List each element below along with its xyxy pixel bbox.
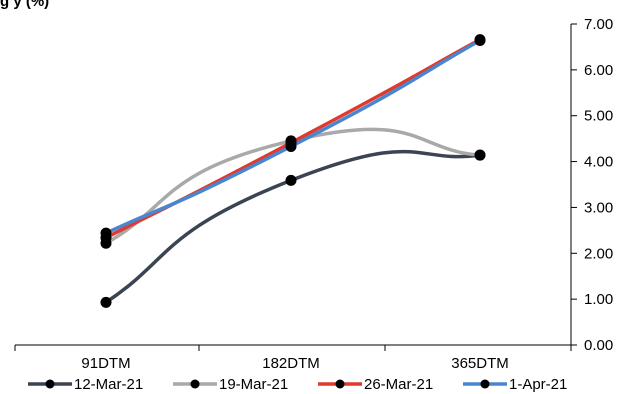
x-tick-label: 365DTM [451,355,509,372]
legend-swatch-marker [190,379,200,389]
axes: 0.00 1.00 2.00 3.00 4.00 5.00 6.00 7.00 91DTM 182… [14,16,613,372]
data-point [474,35,486,47]
series-line-0 [104,149,482,305]
legend-item: 26-Mar-21 [318,376,433,393]
data-point [285,140,297,152]
legend-swatch-marker [335,379,345,389]
chart-title: g y (%) [0,0,50,10]
data-point [285,174,297,186]
y-tick-label: 3.00 [584,199,613,216]
y-tick-label: 6.00 [584,62,613,79]
legend-label: 12-Mar-21 [74,376,143,393]
x-tick-label: 182DTM [262,355,320,372]
legend-label: 19-Mar-21 [219,376,288,393]
legend-label: 1-Apr-21 [509,376,567,393]
data-point [100,296,112,308]
legend: 12-Mar-21 19-Mar-21 26-Mar-21 1-Apr-21 [28,376,567,393]
y-tick-label: 4.00 [584,154,613,171]
legend-item: 12-Mar-21 [28,376,143,393]
y-tick-label: 2.00 [584,245,613,262]
data-point [100,227,112,239]
series-points [100,34,486,308]
legend-swatch-marker [45,379,55,389]
y-tick-label: 0.00 [584,337,613,354]
legend-swatch-marker [480,379,490,389]
y-tick-label: 7.00 [584,16,613,33]
data-point [474,149,486,161]
y-tick-label: 1.00 [584,291,613,308]
y-tick-label: 5.00 [584,108,613,125]
series-lines [104,37,482,305]
legend-label: 26-Mar-21 [364,376,433,393]
legend-item: 19-Mar-21 [173,376,288,393]
x-tick-label: 91DTM [81,355,130,372]
legend-item: 1-Apr-21 [463,376,567,393]
